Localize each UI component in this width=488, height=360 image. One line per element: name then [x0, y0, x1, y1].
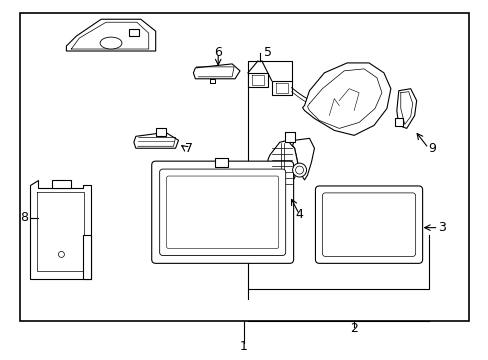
Polygon shape: [83, 235, 91, 279]
Text: 6: 6: [214, 46, 222, 59]
Ellipse shape: [59, 251, 64, 257]
FancyBboxPatch shape: [166, 176, 278, 248]
Polygon shape: [284, 132, 294, 142]
Text: 7: 7: [185, 142, 193, 155]
Polygon shape: [155, 129, 165, 136]
Text: 5: 5: [264, 46, 271, 59]
Ellipse shape: [292, 163, 306, 177]
Ellipse shape: [295, 166, 303, 174]
Text: 8: 8: [20, 211, 28, 224]
FancyBboxPatch shape: [151, 161, 293, 264]
Polygon shape: [30, 180, 91, 279]
Polygon shape: [51, 180, 71, 188]
Polygon shape: [396, 89, 416, 129]
Polygon shape: [292, 138, 314, 180]
Polygon shape: [247, 73, 267, 87]
Polygon shape: [193, 64, 240, 79]
FancyBboxPatch shape: [315, 186, 422, 264]
Polygon shape: [129, 29, 139, 36]
Polygon shape: [215, 158, 228, 167]
FancyBboxPatch shape: [322, 193, 415, 256]
Text: 9: 9: [427, 142, 436, 155]
Bar: [20, 13, 468, 321]
Text: 4: 4: [295, 208, 303, 221]
Polygon shape: [134, 132, 178, 148]
Polygon shape: [267, 140, 297, 185]
Ellipse shape: [100, 37, 122, 49]
Polygon shape: [66, 19, 155, 51]
Text: 2: 2: [349, 322, 357, 336]
Text: 3: 3: [438, 221, 446, 234]
FancyBboxPatch shape: [160, 169, 285, 255]
Polygon shape: [271, 81, 291, 95]
Text: 1: 1: [240, 340, 247, 353]
Polygon shape: [302, 63, 390, 135]
Polygon shape: [394, 118, 402, 126]
